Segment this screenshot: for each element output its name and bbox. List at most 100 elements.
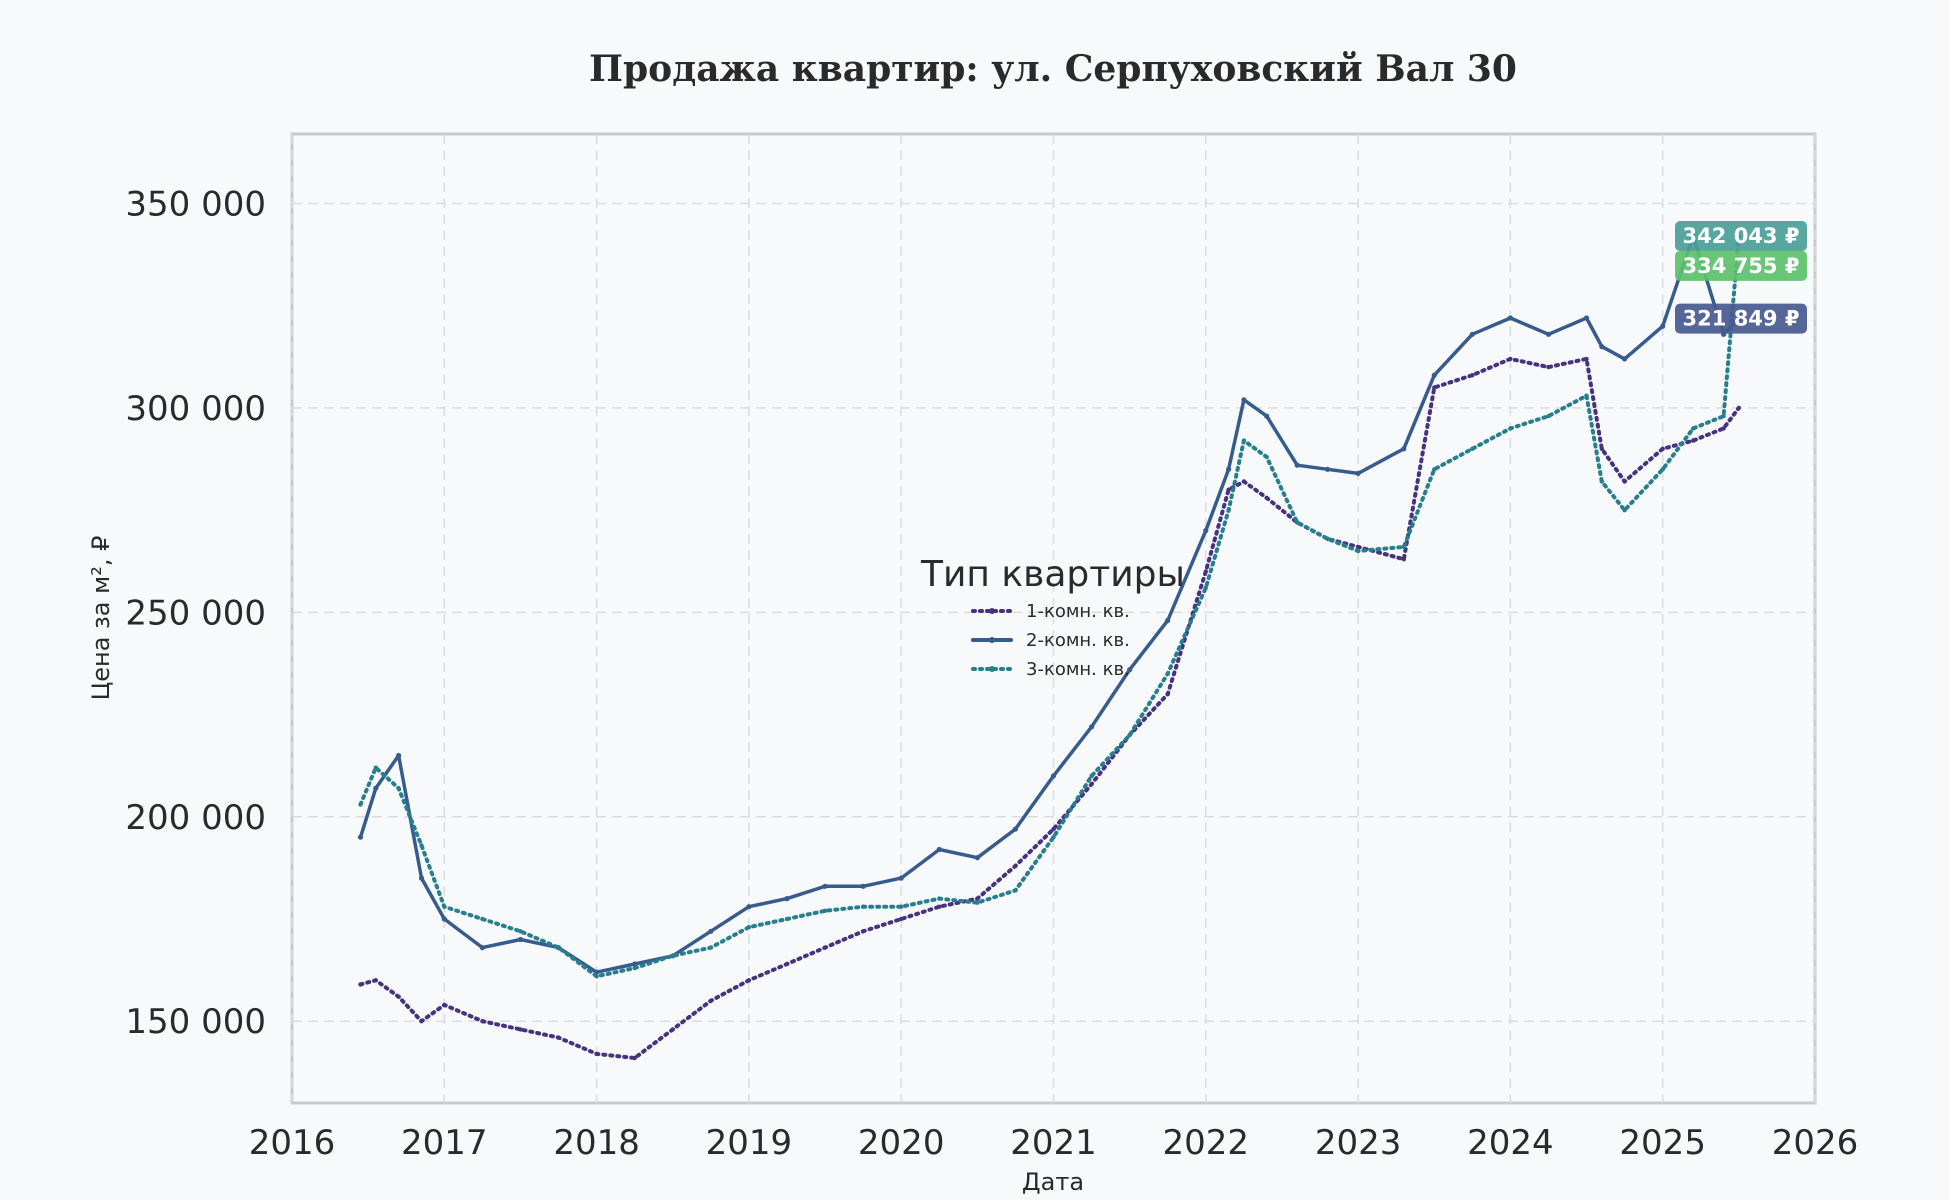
series-point [746, 925, 752, 930]
x-tick-label: 2026 [1772, 1123, 1859, 1163]
value-badge-label: 321 849 ₽ [1683, 307, 1800, 331]
series-point [357, 834, 364, 840]
series-point [1294, 462, 1300, 468]
series-point [1545, 331, 1552, 337]
series-point [975, 896, 980, 901]
series-point [1051, 826, 1056, 832]
y-tick-label: 150 000 [125, 1002, 266, 1042]
series-point [373, 765, 378, 770]
series-point [373, 785, 379, 791]
series-point [1264, 454, 1269, 460]
series-point [746, 978, 752, 983]
series-point [1401, 446, 1407, 452]
series-point [396, 786, 401, 791]
series-point [1432, 467, 1437, 472]
x-tick-label: 2018 [553, 1123, 640, 1163]
series-point [1355, 544, 1361, 550]
series-point [1508, 356, 1513, 362]
series-point [1721, 426, 1726, 431]
y-axis-label: Цена за м², ₽ [87, 536, 115, 701]
series-point [784, 896, 790, 902]
series-point [1089, 773, 1094, 779]
x-tick-label: 2025 [1619, 1123, 1706, 1163]
series-point [418, 875, 425, 881]
series-point [1325, 466, 1331, 472]
series-point [1508, 426, 1513, 431]
series-point [1599, 344, 1605, 350]
series-point [1165, 617, 1171, 624]
series-point [1013, 888, 1018, 893]
series-point [784, 916, 790, 922]
series-point [556, 945, 561, 950]
series-point [1089, 781, 1094, 787]
series-point [1165, 691, 1170, 697]
value-badge-background [1675, 250, 1807, 281]
x-tick-label: 2017 [401, 1123, 488, 1163]
y-tick-label: 250 000 [125, 593, 266, 633]
series-point [479, 945, 485, 951]
chart-title: Продажа квартир: ул. Серпуховский Вал 30 [589, 48, 1517, 90]
series-point [1507, 315, 1513, 321]
legend-item: 3-комн. кв. [971, 659, 1130, 680]
series-point [975, 900, 980, 905]
series-point [822, 908, 828, 913]
tick-labels: 2016 2017 2018 2019 2020 2021 2022 2023 2024 2025… [125, 185, 1858, 1163]
legend-label: 1-комн. кв. [1026, 601, 1130, 622]
series-point [1050, 773, 1057, 779]
series-point [419, 1019, 424, 1024]
series-point [1355, 548, 1361, 554]
series-point [1264, 495, 1269, 501]
series-point [822, 883, 828, 889]
grid [291, 134, 1816, 1103]
series-point [1264, 413, 1270, 419]
series-point [670, 953, 675, 958]
series-point [632, 961, 638, 967]
series-point [396, 752, 402, 759]
series-layer [357, 233, 1742, 1061]
legend-marker [989, 666, 995, 672]
series-point [1127, 732, 1132, 738]
value-badge: 334 755 ₽ [1675, 250, 1807, 281]
x-tick-label: 2019 [706, 1123, 793, 1163]
series-point [480, 1019, 485, 1024]
series-point [1660, 323, 1666, 329]
series-point [1721, 413, 1726, 419]
x-tick-label: 2020 [858, 1123, 945, 1163]
series-point [1470, 373, 1475, 378]
x-tick-label: 2022 [1163, 1123, 1250, 1163]
x-axis-label: Дата [1022, 1168, 1084, 1196]
series-point [1226, 508, 1231, 513]
legend-marker [989, 637, 995, 643]
y-tick-label: 300 000 [125, 389, 266, 429]
value-badges: 342 043 ₽ 334 755 ₽ 321 849 ₽ [1675, 221, 1807, 334]
series-point [1432, 385, 1437, 390]
series-point [594, 974, 599, 979]
series-point [517, 936, 524, 943]
series-point [1355, 470, 1361, 476]
series-point [632, 965, 637, 971]
series-point [1325, 536, 1330, 541]
value-badge: 342 043 ₽ [1675, 221, 1807, 252]
series-point [1546, 413, 1551, 419]
series-point [860, 883, 866, 889]
series-point [518, 1027, 523, 1032]
series-point [1622, 508, 1627, 513]
x-tick-label: 2021 [1010, 1123, 1097, 1163]
series-point [1013, 863, 1018, 869]
series-point [358, 982, 363, 987]
series-point [441, 916, 447, 922]
series-point [358, 802, 363, 807]
series-point [1599, 479, 1605, 484]
series-point [937, 904, 942, 909]
series-point [632, 1055, 637, 1061]
series-point [1203, 585, 1209, 590]
series-point [784, 961, 790, 967]
series-point [708, 945, 713, 950]
series-point [1470, 446, 1475, 451]
series-point [708, 928, 714, 934]
series-point [1089, 724, 1095, 730]
series-point [974, 855, 981, 861]
value-badge-label: 342 043 ₽ [1683, 224, 1800, 248]
x-tick-label: 2023 [1315, 1123, 1402, 1163]
